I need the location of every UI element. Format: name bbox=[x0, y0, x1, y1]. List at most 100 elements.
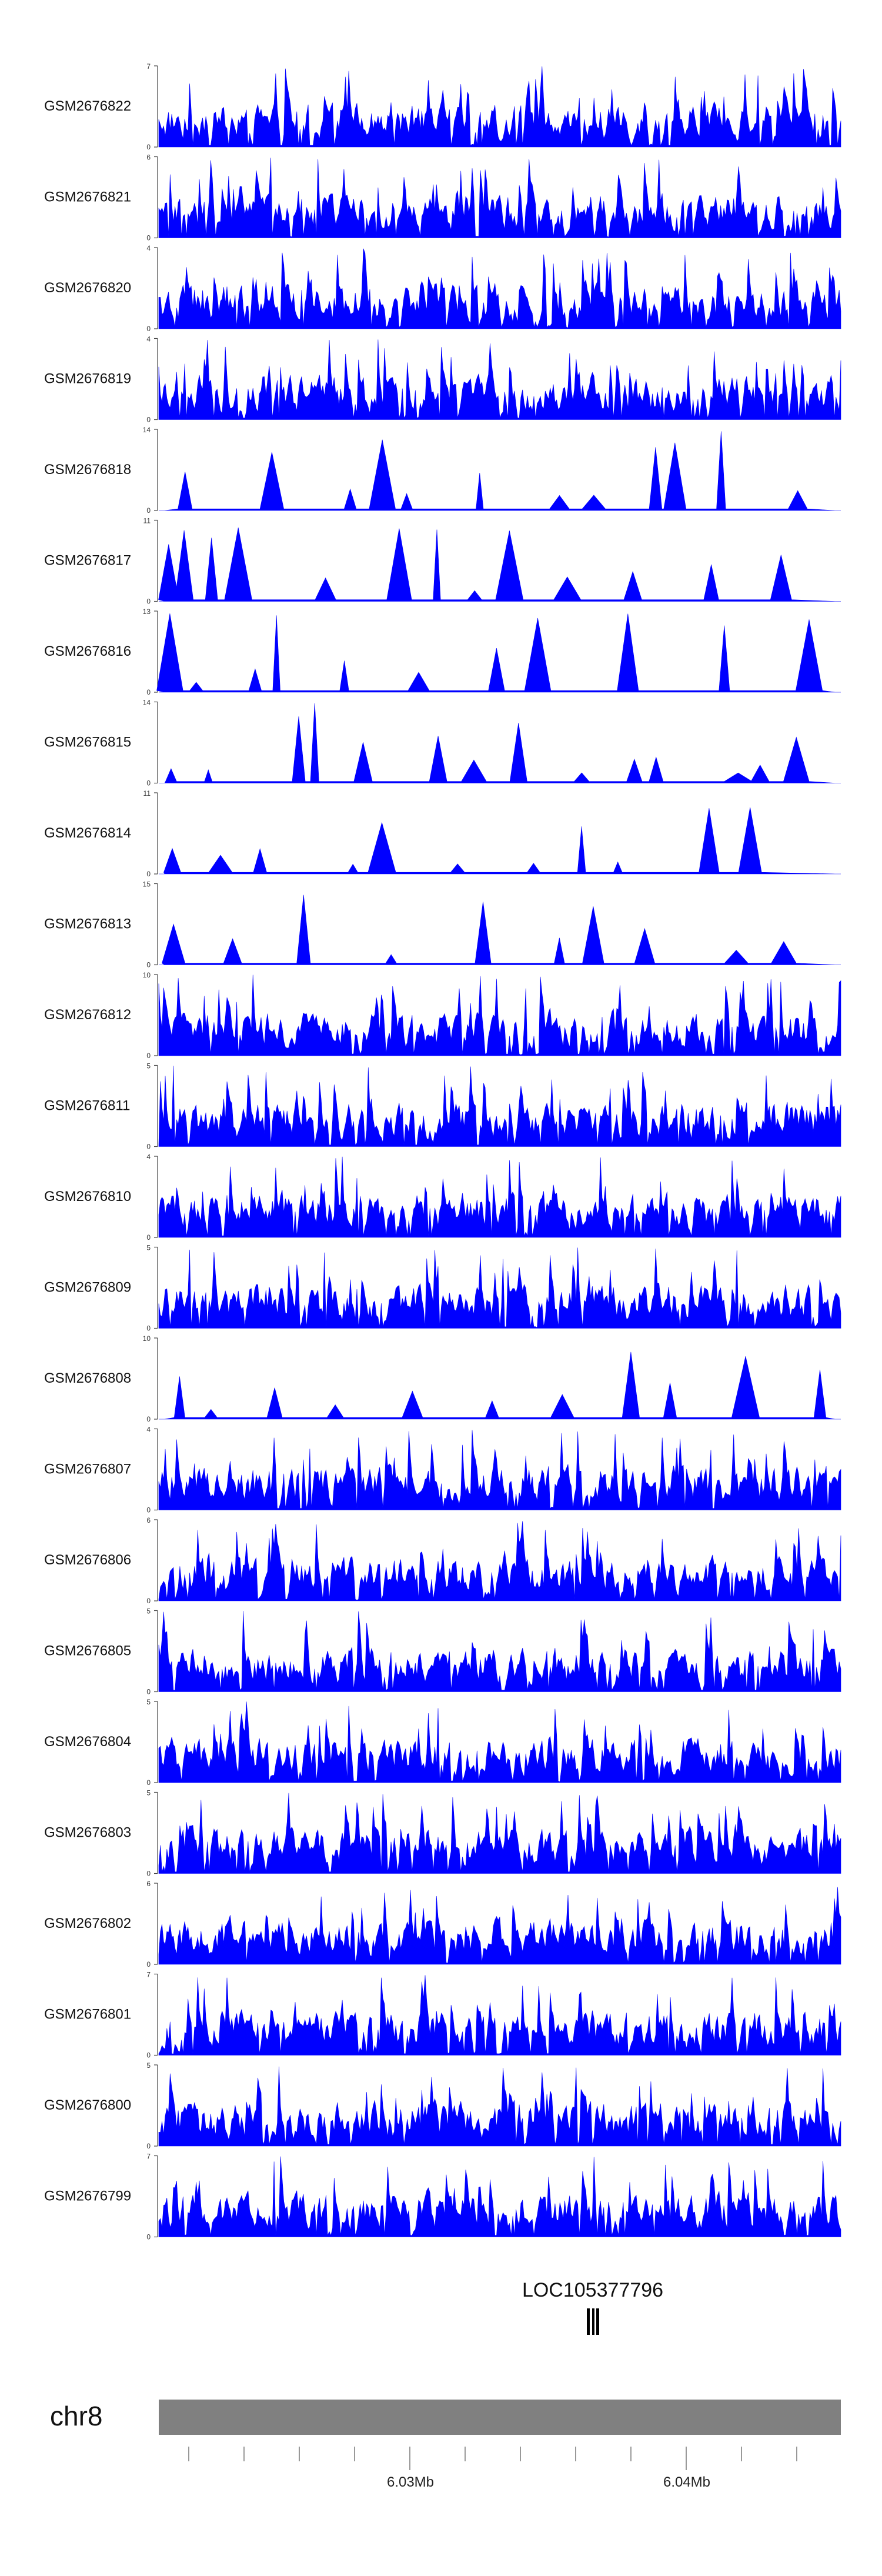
y-min-label: 0 bbox=[146, 234, 151, 242]
coverage-area bbox=[158, 1066, 841, 1147]
track-GSM2676812: GSM2676812 10 0 bbox=[44, 971, 841, 1060]
track-label: GSM2676821 bbox=[44, 189, 131, 205]
gene-model-exon bbox=[596, 2308, 599, 2335]
y-min-label: 0 bbox=[146, 1597, 151, 1605]
y-min-label: 0 bbox=[146, 1870, 151, 1878]
y-max-label: 7 bbox=[146, 62, 151, 71]
y-max-label: 4 bbox=[146, 335, 151, 343]
y-min-label: 0 bbox=[146, 1415, 151, 1423]
track-GSM2676803: GSM2676803 5 0 bbox=[44, 1789, 841, 1878]
coverage-area bbox=[158, 1975, 841, 2056]
track-label: GSM2676813 bbox=[44, 916, 131, 932]
track-label: GSM2676818 bbox=[44, 462, 131, 478]
y-max-label: 11 bbox=[143, 789, 151, 798]
track-label: GSM2676806 bbox=[44, 1552, 131, 1568]
y-max-label: 7 bbox=[146, 1971, 151, 1979]
track-label: GSM2676808 bbox=[44, 1370, 131, 1386]
track-label: GSM2676817 bbox=[44, 552, 131, 568]
y-max-label: 7 bbox=[146, 2153, 151, 2161]
coverage-area bbox=[159, 807, 841, 875]
y-max-label: 5 bbox=[146, 2061, 151, 2070]
coverage-area bbox=[158, 2156, 841, 2237]
track-GSM2676807: GSM2676807 4 0 bbox=[44, 1426, 841, 1514]
coverage-area bbox=[158, 1611, 841, 1692]
track-label: GSM2676815 bbox=[44, 734, 131, 750]
y-max-label: 10 bbox=[143, 971, 151, 979]
y-max-label: 5 bbox=[146, 1698, 151, 1706]
track-label: GSM2676811 bbox=[44, 1097, 130, 1113]
y-min-label: 0 bbox=[146, 1506, 151, 1514]
track-GSM2676814: GSM2676814 11 0 bbox=[44, 789, 841, 878]
chromosome-bar bbox=[159, 2400, 841, 2435]
track-GSM2676818: GSM2676818 14 0 bbox=[44, 426, 841, 515]
axis-tick-label: 6.04Mb bbox=[663, 2474, 710, 2490]
y-min-label: 0 bbox=[146, 2142, 151, 2150]
track-label: GSM2676814 bbox=[44, 825, 131, 841]
y-min-label: 0 bbox=[146, 870, 151, 878]
y-min-label: 0 bbox=[146, 961, 151, 969]
y-min-label: 0 bbox=[146, 598, 151, 606]
track-label: GSM2676820 bbox=[44, 280, 131, 296]
y-max-label: 5 bbox=[146, 1244, 151, 1252]
coverage-area bbox=[158, 1701, 841, 1783]
gene-model-exon bbox=[592, 2308, 594, 2335]
track-GSM2676809: GSM2676809 5 0 bbox=[44, 1244, 841, 1333]
y-min-label: 0 bbox=[146, 143, 151, 151]
y-min-label: 0 bbox=[146, 1052, 151, 1060]
y-min-label: 0 bbox=[146, 1688, 151, 1696]
y-min-label: 0 bbox=[146, 779, 151, 788]
track-GSM2676822: GSM2676822 7 0 bbox=[44, 62, 841, 151]
track-label: GSM2676804 bbox=[44, 1734, 131, 1750]
y-min-label: 0 bbox=[146, 1778, 151, 1787]
track-GSM2676802: GSM2676802 6 0 bbox=[44, 1880, 841, 1968]
y-max-label: 13 bbox=[143, 608, 151, 616]
coverage-area bbox=[156, 613, 841, 693]
y-min-label: 0 bbox=[146, 325, 151, 333]
coverage-area bbox=[159, 431, 841, 511]
track-GSM2676805: GSM2676805 5 0 bbox=[44, 1607, 841, 1696]
coverage-area bbox=[159, 895, 841, 965]
y-max-label: 4 bbox=[146, 1153, 151, 1161]
gene-model-exon bbox=[587, 2308, 590, 2335]
coverage-area bbox=[159, 1352, 841, 1420]
track-label: GSM2676812 bbox=[44, 1007, 131, 1023]
y-min-label: 0 bbox=[146, 416, 151, 424]
coverage-area bbox=[158, 528, 841, 602]
track-GSM2676804: GSM2676804 5 0 bbox=[44, 1698, 841, 1787]
y-max-label: 4 bbox=[146, 1426, 151, 1434]
axis-tick-label: 6.03Mb bbox=[387, 2474, 434, 2490]
y-max-label: 14 bbox=[143, 426, 151, 434]
chromosome-ticks bbox=[188, 2447, 797, 2470]
track-GSM2676820: GSM2676820 4 0 bbox=[44, 244, 841, 333]
track-GSM2676806: GSM2676806 6 0 bbox=[44, 1516, 841, 1605]
y-max-label: 10 bbox=[143, 1334, 151, 1343]
y-min-label: 0 bbox=[146, 688, 151, 696]
gene-label: LOC105377796 bbox=[522, 2279, 663, 2301]
y-min-label: 0 bbox=[146, 1324, 151, 1333]
track-label: GSM2676803 bbox=[44, 1824, 131, 1840]
track-GSM2676819: GSM2676819 4 0 bbox=[44, 335, 841, 424]
track-GSM2676816: GSM2676816 13 0 bbox=[44, 608, 841, 696]
track-label: GSM2676807 bbox=[44, 1461, 131, 1477]
track-GSM2676813: GSM2676813 15 0 bbox=[44, 880, 841, 969]
coverage-area bbox=[158, 248, 841, 329]
y-min-label: 0 bbox=[146, 506, 151, 515]
track-label: GSM2676802 bbox=[44, 1916, 131, 1931]
y-min-label: 0 bbox=[146, 2233, 151, 2241]
coverage-area bbox=[158, 1247, 841, 1329]
y-min-label: 0 bbox=[146, 1143, 151, 1151]
coverage-area bbox=[158, 1430, 841, 1510]
y-max-label: 6 bbox=[146, 154, 151, 162]
y-max-label: 6 bbox=[146, 1880, 151, 1888]
track-label: GSM2676805 bbox=[44, 1643, 131, 1659]
track-label: GSM2676801 bbox=[44, 2006, 131, 2022]
track-GSM2676821: GSM2676821 6 0 bbox=[44, 154, 841, 242]
track-GSM2676800: GSM2676800 5 0 bbox=[44, 2061, 841, 2150]
y-max-label: 14 bbox=[143, 699, 151, 707]
track-GSM2676815: GSM2676815 14 0 bbox=[44, 699, 841, 788]
coverage-area bbox=[158, 158, 841, 238]
y-max-label: 6 bbox=[146, 1516, 151, 1524]
coverage-area bbox=[158, 975, 841, 1056]
coverage-area bbox=[159, 703, 841, 783]
